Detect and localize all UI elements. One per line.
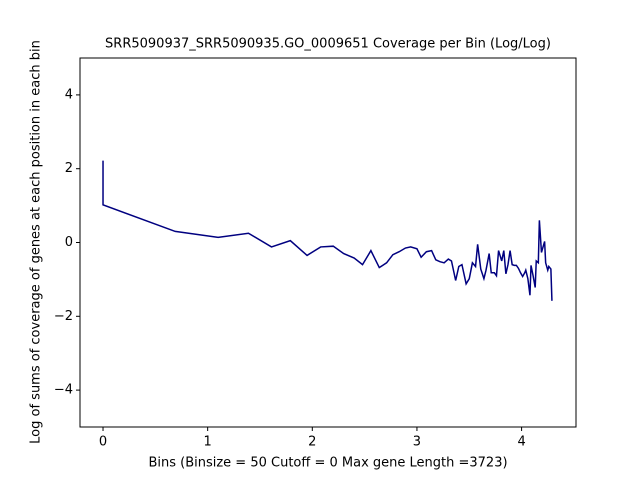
y-tick-label: 4 (65, 87, 73, 102)
y-axis-label: Log of sums of coverage of genes at each… (29, 40, 44, 444)
x-axis-label: Bins (Binsize = 50 Cutoff = 0 Max gene L… (148, 456, 507, 471)
x-tick-label: 0 (99, 435, 107, 450)
y-tick-label: 0 (65, 235, 73, 250)
x-tick-label: 1 (204, 435, 212, 450)
x-tick-label: 3 (413, 435, 421, 450)
chart-title: SRR5090937_SRR5090935.GO_0009651 Coverag… (105, 37, 551, 52)
y-tick-label: 2 (65, 161, 73, 176)
data-line (102, 160, 553, 301)
x-tick-label: 4 (517, 435, 525, 450)
y-tick-label: −4 (54, 383, 73, 398)
x-tick-label: 2 (308, 435, 316, 450)
axes-frame (79, 57, 577, 428)
y-tick-label: −2 (54, 309, 73, 324)
